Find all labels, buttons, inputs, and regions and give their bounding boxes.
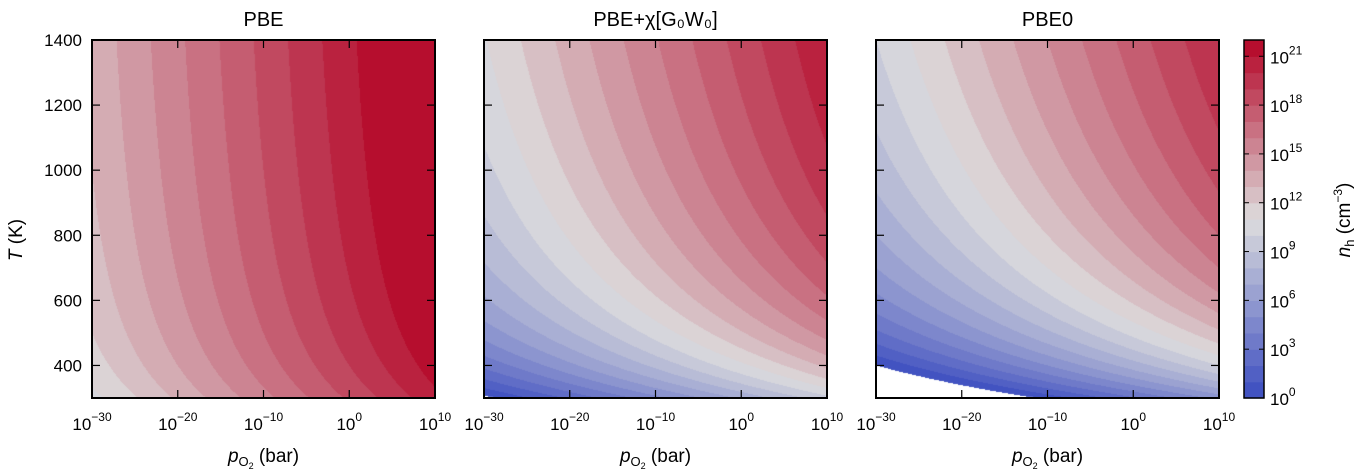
x-axis-label: pO2 (bar) bbox=[619, 446, 691, 470]
y-tick-label: 1400 bbox=[44, 31, 82, 50]
y-tick-label: 400 bbox=[54, 356, 82, 375]
colorbar-band bbox=[1244, 137, 1264, 155]
y-axis: T (K) bbox=[6, 219, 27, 261]
x-tick-label: 10−20 bbox=[158, 410, 198, 434]
x-tick-label: 1010 bbox=[419, 410, 452, 434]
y-axis-label: T (K) bbox=[6, 219, 27, 261]
panel-title: PBE bbox=[243, 9, 283, 31]
panel-1: PBE 10−30 10−20 10−10 100 1010 400 600 800 1000 12… bbox=[44, 9, 451, 470]
colorbar-tick-label: 1021 bbox=[1270, 43, 1303, 67]
panel-heatmap bbox=[484, 40, 827, 398]
colorbar-band bbox=[1244, 170, 1264, 188]
colorbar-band bbox=[1244, 284, 1264, 301]
panel-title: PBE+χ[G₀W₀] bbox=[593, 9, 717, 31]
x-tick-label: 10−20 bbox=[550, 410, 590, 434]
colorbar-band bbox=[1244, 332, 1264, 350]
colorbar-band bbox=[1244, 316, 1264, 334]
x-tick-label: 100 bbox=[336, 410, 362, 434]
y-tick-label: 800 bbox=[54, 226, 82, 245]
colorbar-tick-label: 1015 bbox=[1270, 141, 1303, 165]
colorbar-tick-label: 100 bbox=[1270, 385, 1296, 409]
colorbar-band bbox=[1244, 121, 1264, 139]
y-tick-label: 600 bbox=[54, 291, 82, 310]
x-tick-label: 1010 bbox=[1203, 410, 1236, 434]
colorbar-band bbox=[1244, 235, 1264, 253]
panel-2: PBE+χ[G₀W₀] 10−30 10−20 10−10 100 1010 pO2 (ba… bbox=[464, 9, 843, 470]
x-tick-label: 10−30 bbox=[72, 410, 112, 434]
x-tick-label: 10−30 bbox=[464, 410, 504, 434]
x-axis-label: pO2 (bar) bbox=[1011, 446, 1083, 470]
colorbar-band bbox=[1244, 219, 1264, 236]
x-tick-label: 10−30 bbox=[856, 410, 896, 434]
panels: PBE 10−30 10−20 10−10 100 1010 400 600 800 1000 12… bbox=[44, 9, 1235, 470]
colorbar-tick-label: 109 bbox=[1270, 239, 1296, 263]
colorbar-band bbox=[1244, 40, 1264, 57]
colorbar-tick-label: 1018 bbox=[1270, 92, 1303, 116]
colorbar-band bbox=[1244, 72, 1264, 90]
colorbar-frame bbox=[1243, 39, 1265, 399]
colorbar-tick-label: 1012 bbox=[1270, 190, 1303, 214]
colorbar-band bbox=[1244, 88, 1264, 106]
colorbar: 100 103 106 109 1012 1015 1018 1021 bbox=[1243, 39, 1303, 409]
x-tick-label: 100 bbox=[1120, 410, 1146, 434]
colorbar-tick-label: 106 bbox=[1270, 287, 1296, 311]
colorbar-tick-label: 103 bbox=[1270, 336, 1296, 360]
x-tick-label: 10−10 bbox=[244, 410, 284, 434]
colorbar-band bbox=[1244, 251, 1264, 269]
x-tick-label: 10−10 bbox=[1028, 410, 1068, 434]
y-tick-label: 1200 bbox=[44, 96, 82, 115]
colorbar-band bbox=[1244, 186, 1264, 204]
colorbar-band bbox=[1244, 56, 1264, 74]
x-tick-label: 1010 bbox=[811, 410, 844, 434]
x-axis-label: pO2 (bar) bbox=[227, 446, 299, 470]
x-tick-label: 10−20 bbox=[942, 410, 982, 434]
panel-heatmap bbox=[876, 40, 1219, 398]
colorbar-band bbox=[1244, 300, 1264, 318]
colorbar-label: nh (cm−3) bbox=[1331, 183, 1357, 258]
colorbar-band bbox=[1244, 267, 1264, 285]
panel-title: PBE0 bbox=[1022, 9, 1073, 31]
colorbar-band bbox=[1244, 202, 1264, 220]
colorbar-band bbox=[1244, 365, 1264, 383]
x-tick-label: 10−10 bbox=[636, 410, 676, 434]
panel-heatmap bbox=[92, 40, 435, 398]
colorbar-band bbox=[1244, 105, 1264, 122]
x-tick-label: 100 bbox=[728, 410, 754, 434]
panel-3: PBE0 10−30 10−20 10−10 100 1010 pO2 (bar) bbox=[856, 9, 1235, 470]
y-tick-label: 1000 bbox=[44, 161, 82, 180]
colorbar-band bbox=[1244, 381, 1264, 399]
colorbar-band bbox=[1244, 153, 1264, 171]
colorbar-band bbox=[1244, 349, 1264, 367]
